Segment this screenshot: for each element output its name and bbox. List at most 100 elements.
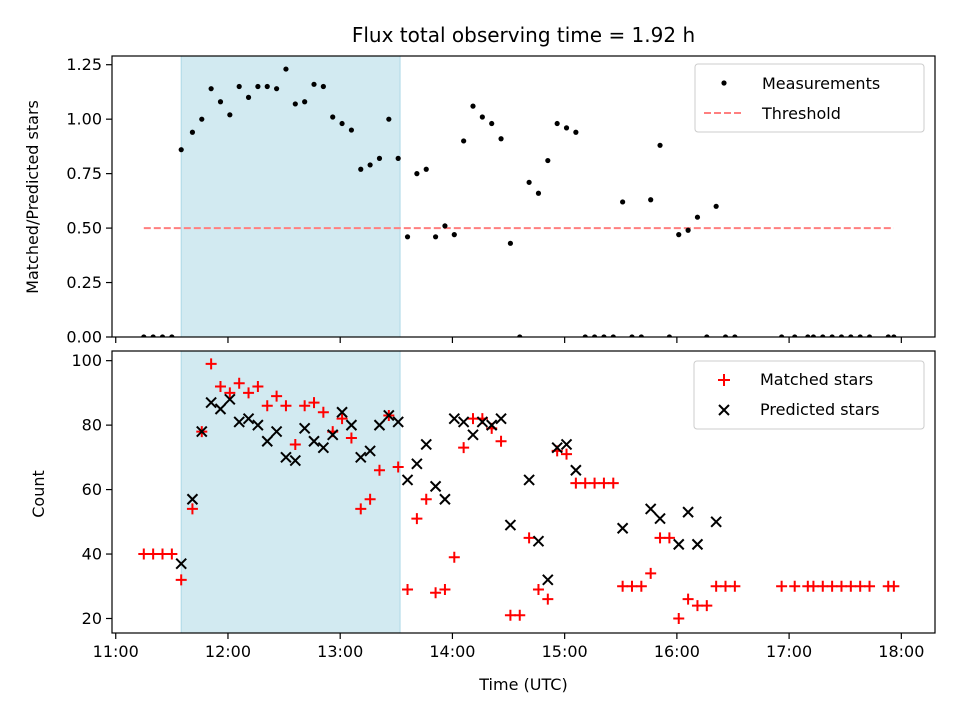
matched-stars-point — [214, 380, 226, 392]
predicted-stars-point — [523, 474, 535, 486]
matched-stars-point — [261, 400, 273, 412]
predicted-stars-point — [252, 419, 264, 431]
bottom-legend: Matched stars Predicted stars — [693, 360, 925, 430]
x-tick-label: 11:00 — [93, 642, 139, 661]
matched-stars-point — [589, 477, 601, 489]
matched-stars-point — [598, 477, 610, 489]
predicted-stars-point — [373, 419, 386, 431]
measurement-point — [517, 334, 523, 337]
measurement-point — [274, 86, 280, 92]
matched-stars-point — [252, 380, 264, 392]
predicted-stars-point — [542, 574, 554, 586]
matched-stars-point — [514, 609, 526, 621]
measurement-point — [255, 83, 261, 90]
predicted-stars-point — [504, 519, 517, 531]
x-tick-label: 15:00 — [542, 642, 588, 661]
measurement-point — [779, 334, 785, 337]
matched-stars-point — [317, 406, 329, 418]
matched-stars-point — [720, 580, 732, 592]
measurement-point — [264, 83, 270, 90]
legend-measurements-label: Measurements — [762, 74, 880, 93]
y-tick-label: 0.50 — [66, 219, 102, 238]
predicted-stars-point — [280, 451, 292, 464]
x-tick-label: 14:00 — [429, 642, 475, 661]
measurement-point — [648, 197, 654, 203]
predicted-stars-point — [654, 512, 666, 525]
measurement-point — [367, 162, 373, 168]
measurement-point — [178, 147, 184, 153]
measurement-point — [610, 334, 616, 337]
predicted-stars-point — [551, 441, 563, 454]
measurement-point — [792, 334, 798, 337]
measurement-point — [227, 112, 233, 118]
measurement-point — [857, 334, 863, 337]
measurement-point — [704, 334, 710, 337]
predicted-stars-point — [289, 454, 302, 467]
bottom-legend-box — [693, 360, 925, 430]
predicted-stars-point — [392, 416, 404, 428]
measurement-point — [479, 114, 485, 120]
measurement-point — [348, 127, 355, 133]
measurement-point — [676, 232, 682, 238]
matched-stars-point — [364, 493, 376, 505]
measurement-point — [563, 125, 570, 131]
measurement-point — [141, 334, 147, 337]
predicted-stars-point — [383, 409, 395, 422]
matched-stars-point — [729, 580, 741, 592]
plot-content — [141, 56, 897, 337]
predicted-stars-point — [439, 493, 451, 505]
predicted-stars-point — [532, 535, 545, 547]
matched-stars-point — [392, 461, 404, 473]
predicted-stars-point — [682, 506, 694, 518]
matched-stars-point — [308, 397, 320, 409]
measurement-point — [339, 120, 345, 127]
x-axis-label: Time (UTC) — [478, 675, 567, 694]
measurement-point — [217, 99, 224, 105]
matched-stars-point — [289, 438, 301, 450]
predicted-stars-point — [710, 516, 722, 528]
measurement-point — [423, 166, 429, 172]
measurement-point — [885, 334, 891, 337]
measurement-point — [376, 155, 383, 161]
y-tick-label: 20 — [82, 609, 102, 628]
matched-stars-point — [355, 503, 367, 515]
predicted-stars-point — [214, 403, 227, 415]
measurement-point — [245, 94, 252, 100]
predicted-stars-point — [242, 412, 255, 425]
matched-stars-point — [835, 580, 847, 592]
measurement-point — [358, 166, 364, 172]
predicted-stars-point — [317, 441, 330, 454]
measurement-point — [451, 232, 457, 238]
measurement-point — [320, 83, 326, 90]
matched-stars-point — [561, 448, 573, 460]
y-tick-label: 0.25 — [66, 273, 102, 292]
matched-stars-point — [826, 580, 838, 592]
measurement-point — [470, 103, 476, 109]
bottom-panel: 20 40 60 80 100 11:00 12:00 13:00 14:00 15:00 16:0… — [29, 350, 936, 694]
matched-stars-point — [205, 358, 217, 370]
predicted-stars-point — [205, 396, 217, 409]
y-tick-label: 1.00 — [66, 110, 102, 129]
bottom-plot-area — [138, 351, 900, 633]
measurement-point — [283, 66, 289, 72]
legend-matched-marker — [718, 374, 730, 386]
measurement-point — [620, 199, 626, 205]
matched-stars-point — [532, 583, 544, 595]
measurement-point — [838, 334, 845, 337]
legend-matched-label: Matched stars — [760, 370, 873, 389]
matched-stars-point — [663, 532, 675, 544]
predicted-stars-point — [175, 558, 187, 570]
predicted-stars-point — [186, 493, 199, 505]
predicted-stars-point — [355, 451, 367, 464]
measurement-point — [461, 138, 467, 144]
measurement-point — [891, 334, 897, 337]
measurement-point — [199, 116, 205, 122]
top-panel: 0.00 0.25 0.50 0.75 1.00 1.25 Matched/Predict… — [23, 55, 936, 347]
x-tick-label: 13:00 — [317, 642, 363, 661]
predicted-stars-point — [448, 412, 461, 425]
chart-title: Flux total observing time = 1.92 h — [352, 23, 695, 47]
matched-stars-point — [448, 551, 460, 563]
y-tick-label: 80 — [82, 416, 102, 435]
predicted-stars-point — [308, 435, 320, 447]
